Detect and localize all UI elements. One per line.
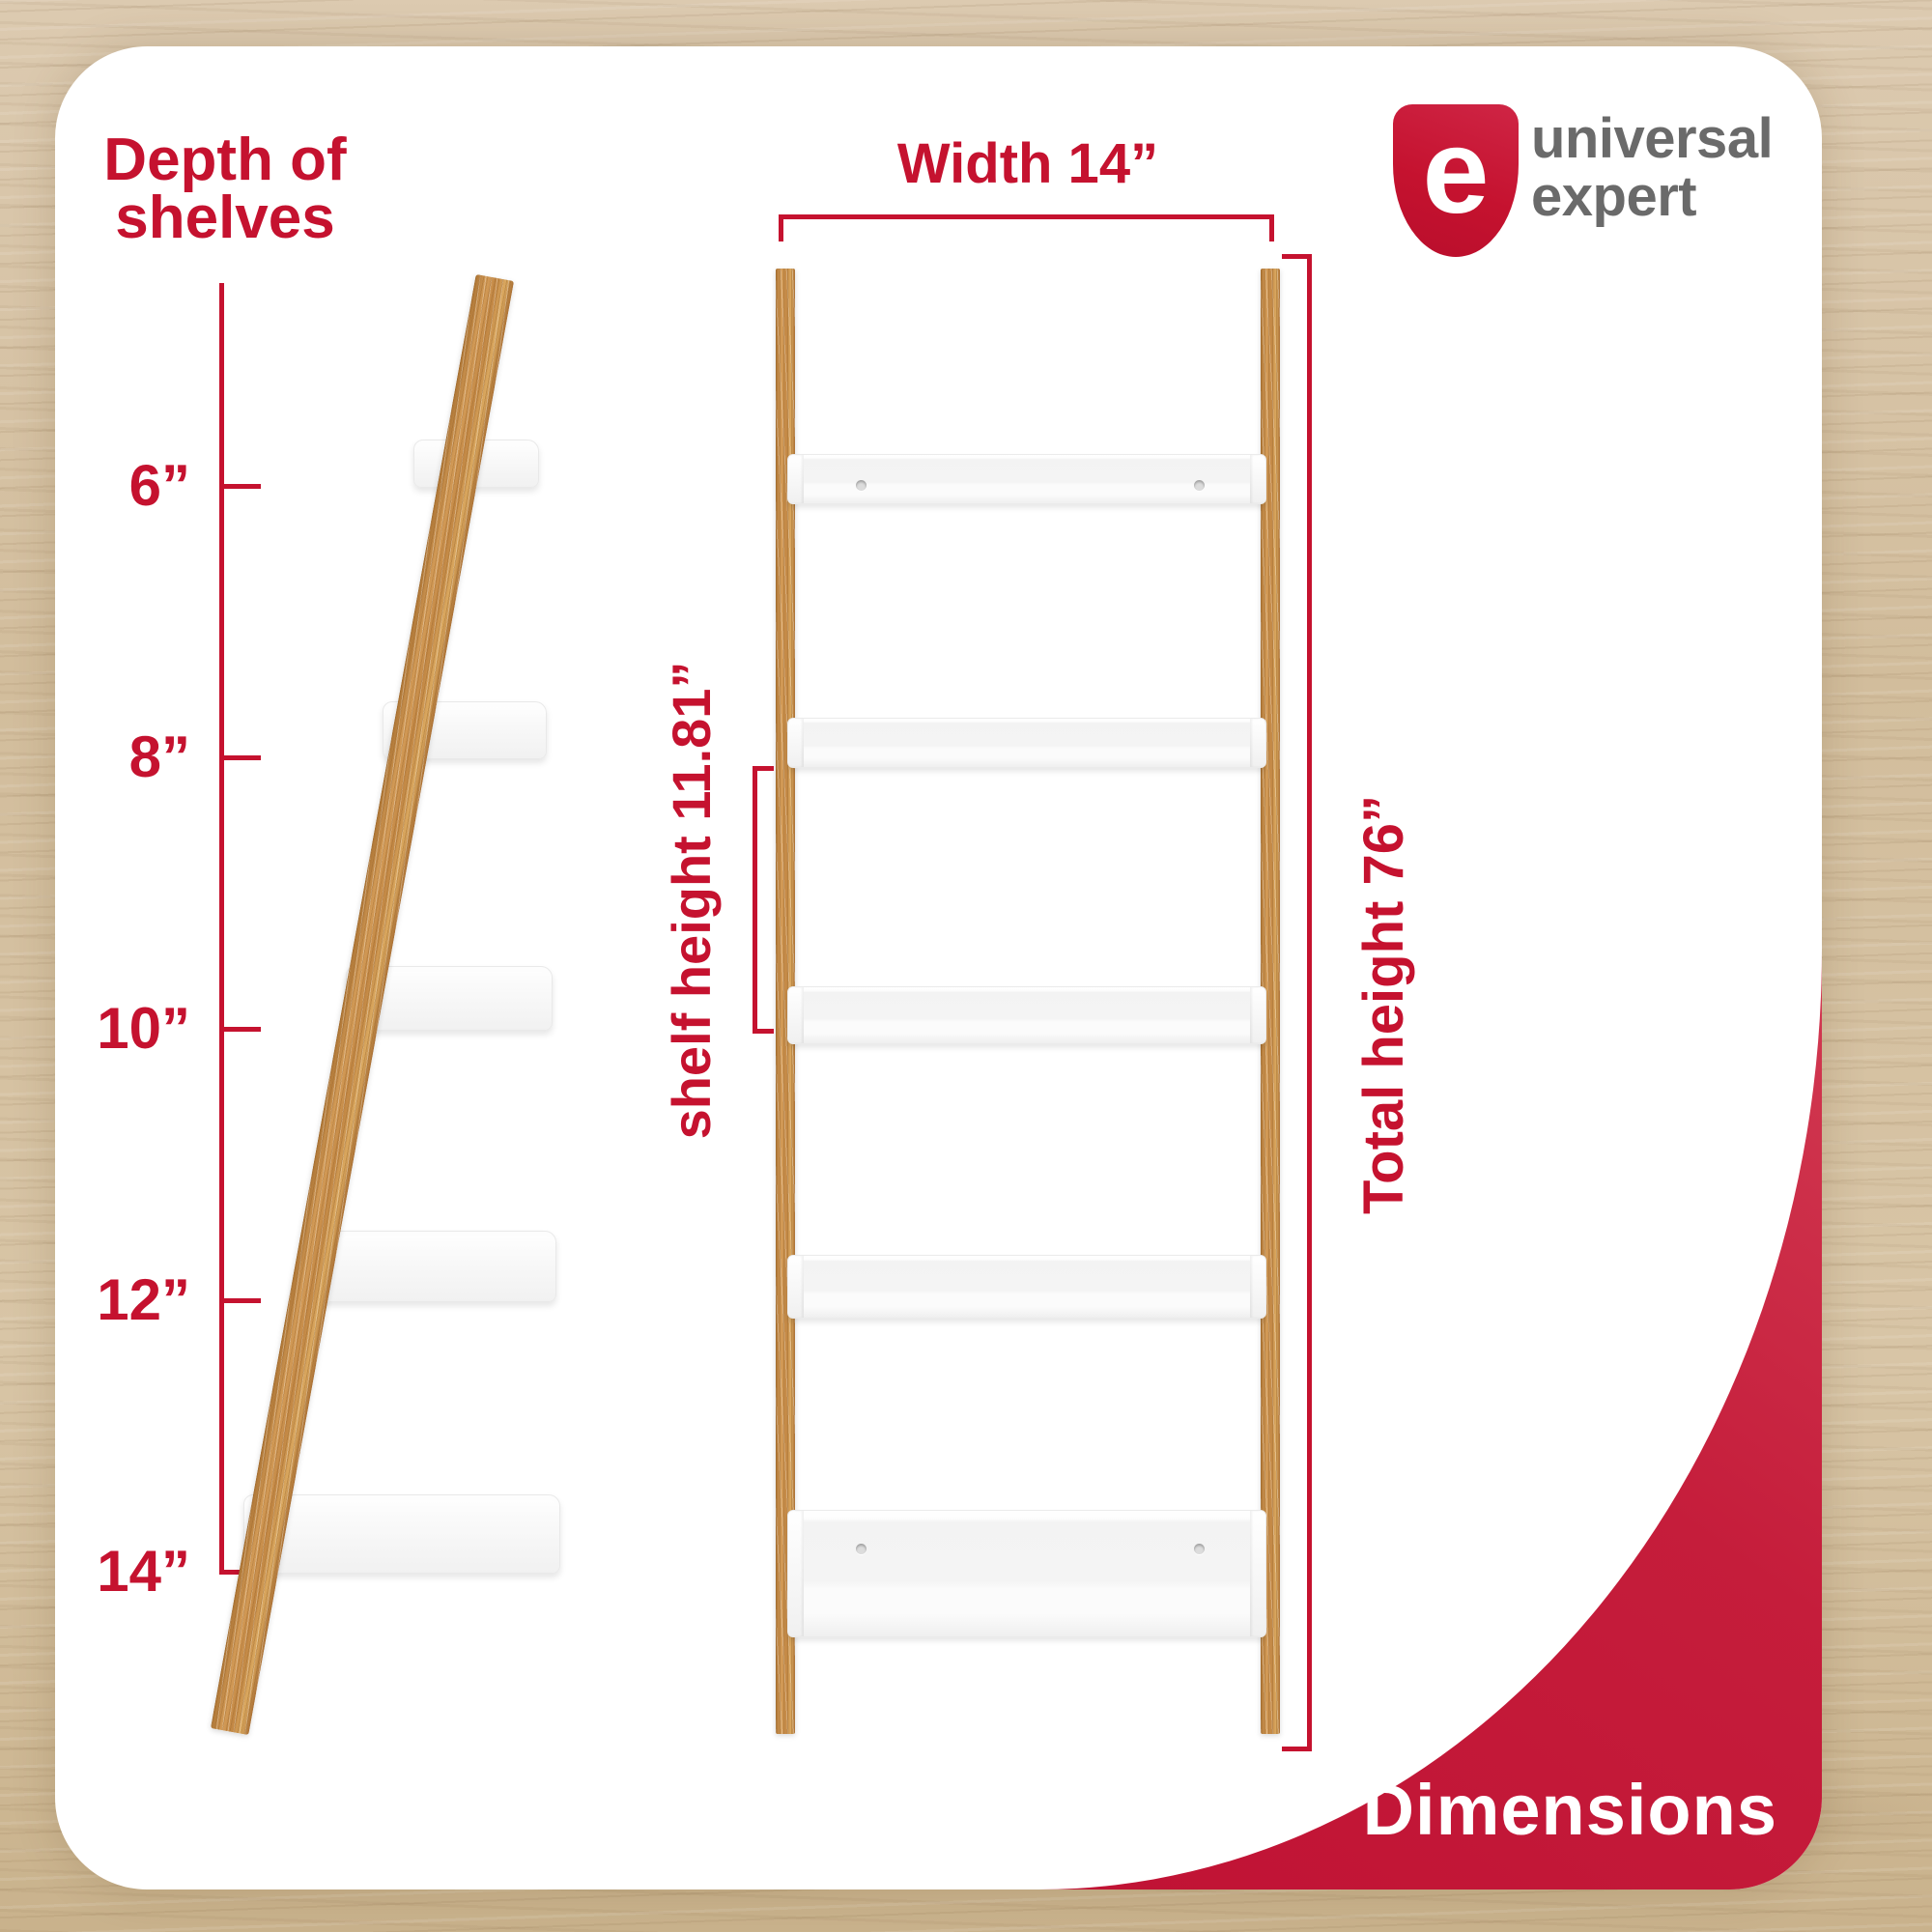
total-height-bracket-tick-bottom <box>1282 1747 1310 1751</box>
front-shelf-5 <box>787 1510 1266 1637</box>
brand-wordmark: universal expert <box>1531 107 1774 228</box>
depth-title: Depth of shelves <box>80 127 370 251</box>
front-rail-left <box>776 269 795 1734</box>
shelf-height-bracket-tick-bottom <box>753 1029 774 1034</box>
brand-name-line1: universal <box>1531 107 1774 170</box>
depth-label-10in: 10” <box>97 996 190 1061</box>
screw-icon <box>856 480 867 491</box>
depth-scale-line <box>219 283 224 1575</box>
brand-shield-icon: e <box>1393 104 1519 257</box>
shelf-height-label: shelf height 11.81” <box>661 661 722 1140</box>
total-height-label: Total height 76” <box>1352 795 1415 1214</box>
depth-title-line2: shelves <box>115 185 335 251</box>
depth-tick-10in <box>219 1027 261 1032</box>
dimensions-badge-label: Dimensions <box>1362 1770 1777 1850</box>
width-label: Width 14” <box>896 132 1159 195</box>
depth-label-14in: 14” <box>97 1539 190 1604</box>
front-shelf-2 <box>787 718 1266 768</box>
front-shelf-4 <box>787 1255 1266 1319</box>
depth-label-6in: 6” <box>128 453 190 518</box>
total-height-bracket-line <box>1307 254 1312 1751</box>
front-shelf-1 <box>787 454 1266 504</box>
brand-name-line2: expert <box>1531 165 1697 228</box>
side-shelf-12in <box>305 1231 556 1302</box>
depth-label-12in: 12” <box>97 1267 190 1332</box>
front-rail-right <box>1261 269 1280 1734</box>
side-shelf-14in <box>243 1494 560 1574</box>
width-bracket-tick-left <box>779 214 783 242</box>
shelf-height-bracket-line <box>753 766 757 1034</box>
depth-title-line1: Depth of <box>103 127 347 193</box>
total-height-bracket-tick-top <box>1282 254 1310 259</box>
depth-tick-12in <box>219 1298 261 1303</box>
screw-icon <box>856 1544 867 1554</box>
screw-icon <box>1194 1544 1205 1554</box>
content-card: Depth of shelves 6” 8” 10” 12” 14” <box>55 46 1822 1889</box>
front-shelf-3 <box>787 986 1266 1044</box>
shelf-height-bracket-tick-top <box>753 766 774 771</box>
depth-tick-6in <box>219 484 261 489</box>
depth-tick-8in <box>219 755 261 760</box>
width-bracket-line <box>779 214 1274 219</box>
width-bracket-tick-right <box>1269 214 1274 242</box>
screw-icon <box>1194 480 1205 491</box>
brand-monogram: e <box>1422 105 1490 239</box>
depth-label-8in: 8” <box>128 724 190 789</box>
